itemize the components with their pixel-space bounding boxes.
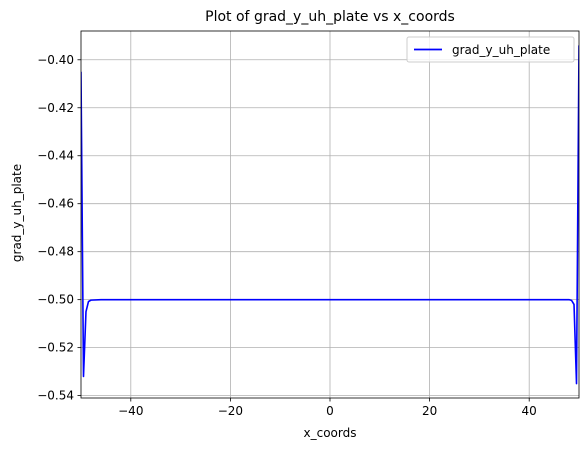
x-axis-ticks: −40 −20 0 20 40: [118, 398, 537, 418]
plot-series: [81, 45, 579, 385]
y-tick-label: −0.44: [37, 149, 74, 163]
x-axis-label: x_coords: [304, 426, 357, 440]
series-line: [81, 45, 579, 385]
y-tick-label: −0.48: [37, 245, 74, 259]
y-axis-label: grad_y_uh_plate: [10, 164, 24, 262]
y-axis-ticks: −0.54 −0.52 −0.50 −0.48 −0.46 −0.44 −0.42 −0.40: [37, 53, 81, 403]
legend: grad_y_uh_plate: [406, 36, 575, 63]
legend-label: grad_y_uh_plate: [452, 43, 550, 57]
x-tick-label: −20: [218, 404, 243, 418]
y-tick-label: −0.50: [37, 293, 74, 307]
chart-title: Plot of grad_y_uh_plate vs x_coords: [205, 9, 455, 25]
y-tick-label: −0.40: [37, 53, 74, 67]
x-tick-label: 40: [522, 404, 537, 418]
y-tick-label: −0.52: [37, 341, 74, 355]
y-tick-label: −0.54: [37, 389, 74, 403]
legend-box: [406, 36, 575, 63]
x-tick-label: 20: [422, 404, 437, 418]
y-tick-label: −0.46: [37, 197, 74, 211]
x-tick-label: 0: [326, 404, 334, 418]
y-tick-label: −0.42: [37, 101, 74, 115]
x-tick-label: −40: [118, 404, 143, 418]
